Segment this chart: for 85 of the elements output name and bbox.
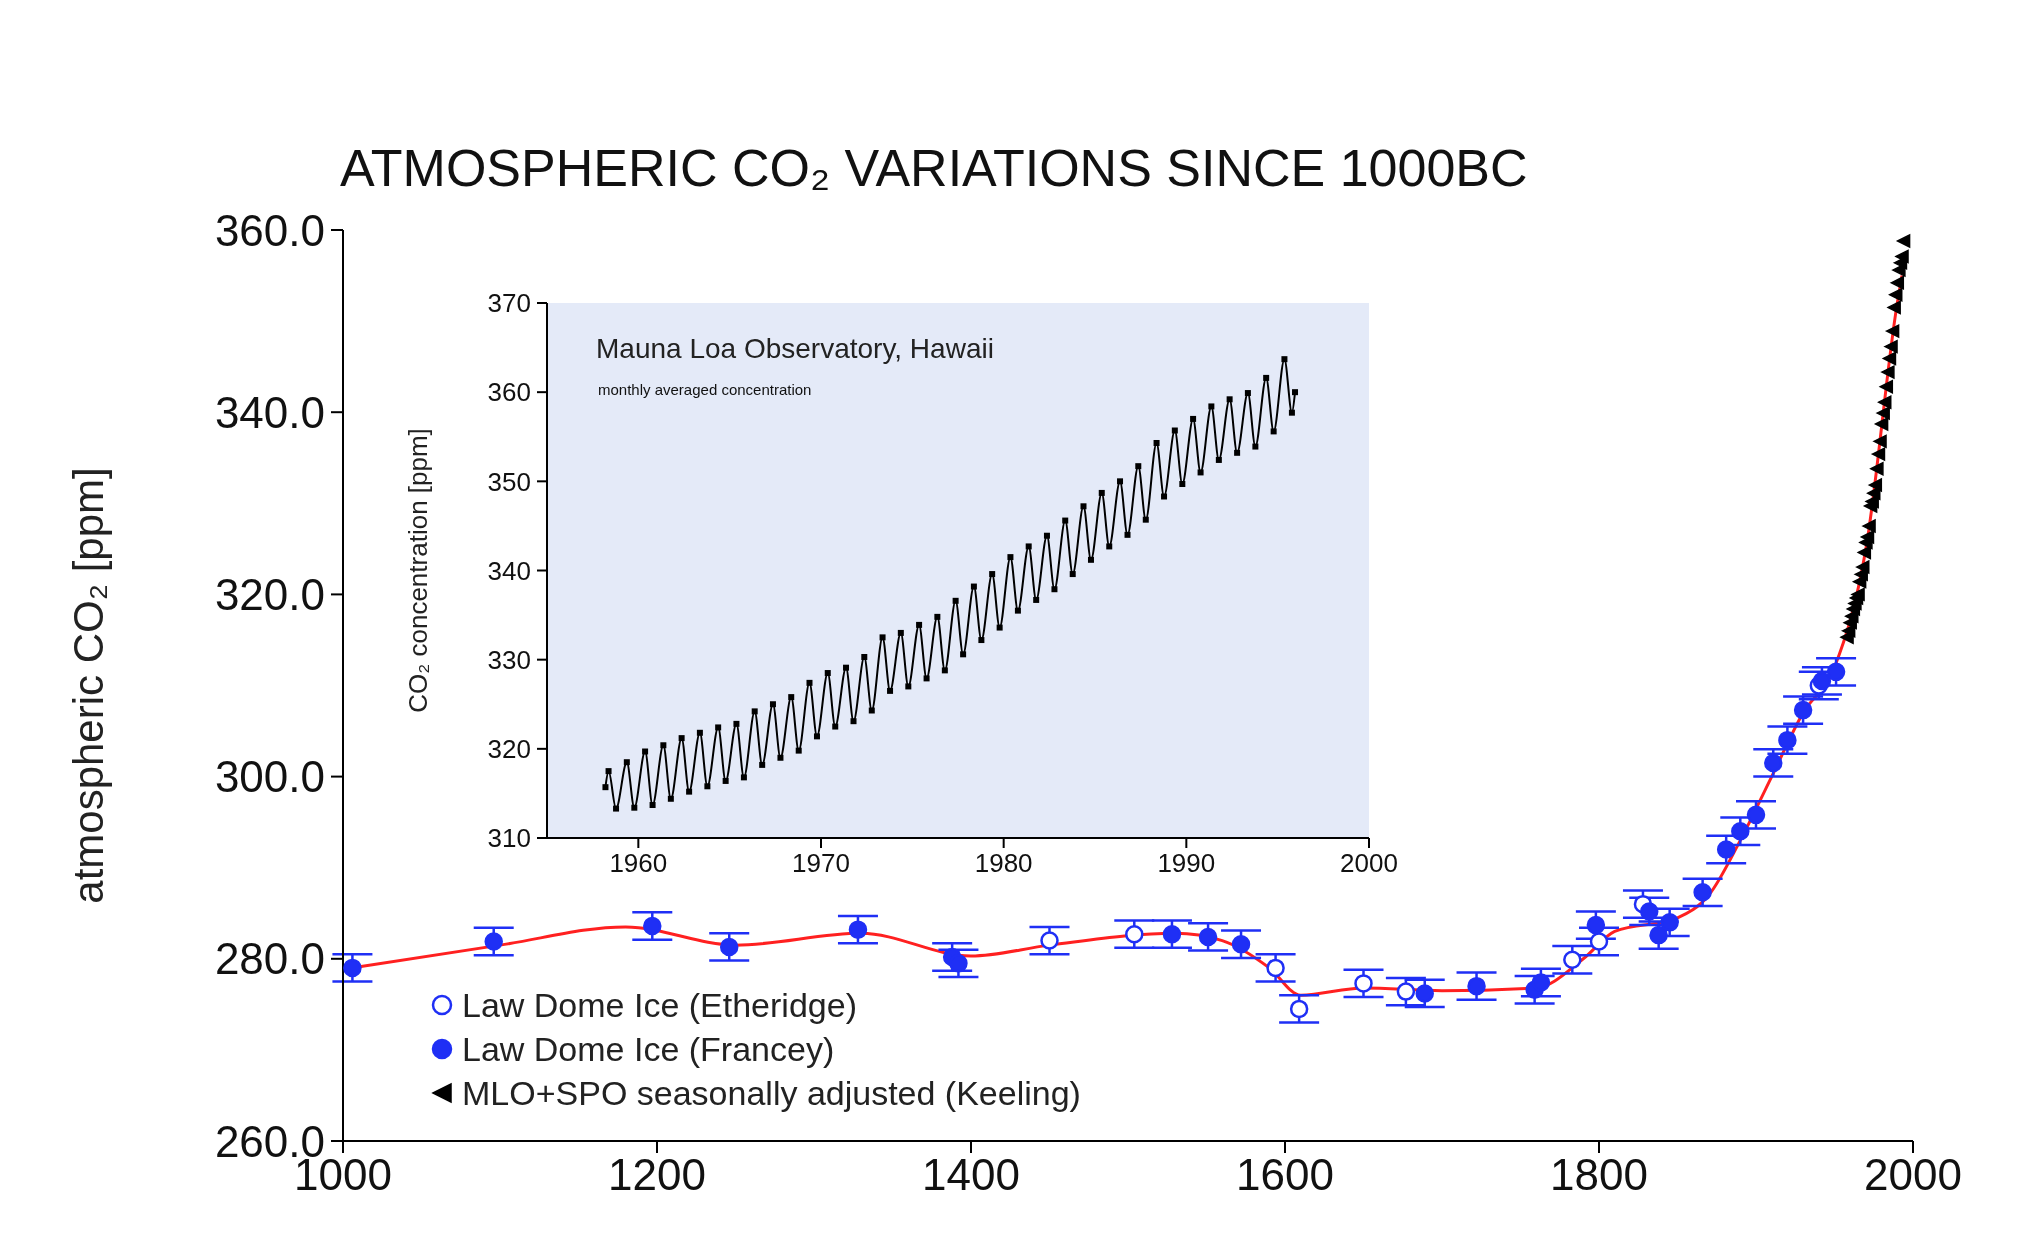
- point: [1231, 934, 1251, 954]
- point: [1693, 883, 1712, 902]
- point: [1415, 984, 1434, 1003]
- point: [1874, 417, 1889, 431]
- point: [1887, 300, 1901, 315]
- point: [1778, 730, 1797, 750]
- point: [1746, 805, 1766, 825]
- x-tick-label: 1400: [922, 1150, 1020, 1200]
- point: [1531, 973, 1551, 992]
- y-tick-label: 280.0: [214, 934, 325, 984]
- point: [1467, 976, 1486, 996]
- y-tick-label: 350: [487, 466, 531, 497]
- y-tick-label: 300.0: [214, 752, 325, 802]
- point: [1764, 753, 1783, 773]
- point: [1870, 461, 1884, 476]
- point: [1649, 925, 1668, 945]
- point: [1563, 950, 1582, 969]
- point: [1856, 560, 1870, 574]
- point: [1266, 958, 1285, 978]
- point: [1731, 822, 1750, 841]
- point: [949, 954, 968, 973]
- point: [1396, 982, 1416, 1001]
- point: [1871, 447, 1886, 461]
- y-tick-label: 340.0: [214, 387, 325, 437]
- point: [1862, 519, 1876, 533]
- legend-label: Law Dome Ice (Francey): [462, 1029, 835, 1070]
- y-tick-label: 330: [487, 644, 531, 675]
- point: [1639, 902, 1659, 921]
- point: [1895, 249, 1909, 264]
- y-axis-title: atmospheric CO₂ [ppm]: [64, 467, 112, 904]
- point: [1879, 379, 1894, 394]
- point: [1890, 276, 1905, 290]
- y-tick-label: 360.0: [214, 205, 325, 255]
- y-tick-label: 320: [487, 734, 531, 765]
- point: [1793, 700, 1813, 720]
- point: [1198, 927, 1218, 947]
- point: [1289, 999, 1309, 1019]
- y-tick-label: 320.0: [214, 570, 325, 620]
- x-tick-label: 1970: [792, 848, 850, 879]
- point: [1716, 840, 1736, 859]
- legend-label: Law Dome Ice (Etheridge): [462, 985, 857, 1026]
- point: [1884, 339, 1898, 354]
- chart-title: ATMOSPHERIC CO₂ VARIATIONS SINCE 1000BC: [340, 138, 1528, 198]
- y-tick-label: 340: [487, 555, 531, 586]
- point: [719, 937, 739, 957]
- x-tick-label: 1600: [1236, 1150, 1334, 1200]
- point: [848, 920, 868, 939]
- point: [1586, 915, 1606, 935]
- point: [1660, 913, 1679, 932]
- point: [1876, 406, 1890, 420]
- y-tick-label: 370: [487, 288, 531, 319]
- point: [1896, 234, 1911, 248]
- point: [1589, 932, 1609, 951]
- text: Mauna Loa Observatory, Hawaii: [596, 333, 994, 365]
- point: [1873, 434, 1887, 449]
- x-tick-label: 1960: [609, 848, 668, 879]
- y-axis-title: CO₂ concentration [ppm]: [403, 428, 434, 713]
- legend-label: MLO+SPO seasonally adjusted (Keeling): [462, 1073, 1081, 1114]
- point: [1354, 974, 1373, 993]
- point: [643, 916, 662, 936]
- x-tick-label: 2000: [1864, 1150, 1962, 1200]
- point: [1857, 545, 1872, 560]
- point: [1882, 351, 1897, 366]
- point: [1125, 924, 1144, 944]
- x-tick-label: 1800: [1550, 1150, 1648, 1200]
- x-tick-label: 2000: [1340, 848, 1398, 879]
- point: [1812, 671, 1832, 691]
- point: [1868, 478, 1883, 492]
- x-tick-label: 1980: [974, 848, 1033, 879]
- text: monthly averaged concentration: [598, 381, 812, 398]
- point: [1885, 324, 1900, 338]
- y-tick-label: 360: [487, 377, 531, 408]
- point: [1881, 365, 1895, 379]
- y-tick-label: 310: [487, 823, 531, 854]
- x-tick-label: 1990: [1157, 848, 1216, 879]
- point: [1826, 662, 1846, 682]
- point: [343, 958, 362, 978]
- point: [1162, 924, 1182, 944]
- point: [484, 932, 503, 951]
- point: [1860, 530, 1875, 544]
- point: [1877, 395, 1892, 409]
- x-tick-label: 1200: [608, 1150, 706, 1200]
- point: [1888, 287, 1903, 302]
- point: [1040, 931, 1059, 950]
- point: [1851, 587, 1865, 602]
